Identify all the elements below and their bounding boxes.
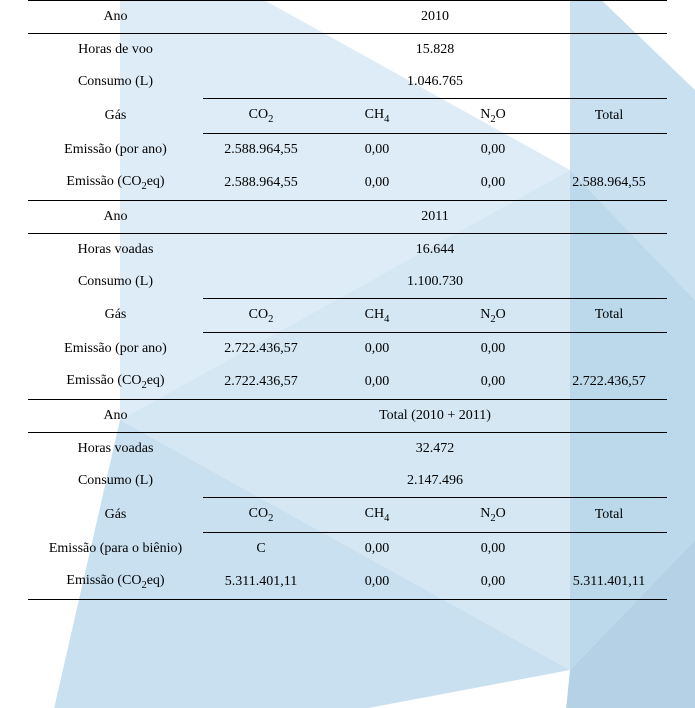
cell: 2.722.436,57: [551, 365, 667, 399]
col-total: Total: [551, 498, 667, 533]
label-emissao-eq: Emissão (CO2eq): [28, 365, 203, 399]
label-horas: Horas de voo: [28, 34, 203, 67]
row-emissao-eq: Emissão (CO2eq) 2.722.436,57 0,00 0,00 2…: [28, 365, 667, 399]
cell: 0,00: [319, 166, 435, 200]
col-total: Total: [551, 298, 667, 333]
label-gas: Gás: [28, 298, 203, 333]
label-ano: Ano: [28, 200, 203, 233]
cell: C: [203, 532, 319, 565]
value-consumo: 1.100.730: [203, 266, 667, 299]
emissions-table: Ano 2010 Horas de voo 15.828 Consumo (L)…: [28, 0, 667, 600]
label-emissao-eq: Emissão (CO2eq): [28, 565, 203, 599]
row-consumo: Consumo (L) 2.147.496: [28, 465, 667, 498]
row-emissao-ano: Emissão (por ano) 2.722.436,57 0,00 0,00: [28, 333, 667, 366]
row-horas: Horas voadas 32.472: [28, 433, 667, 466]
label-horas: Horas voadas: [28, 233, 203, 266]
row-gas-header: Gás CO2 CH4 N2O Total: [28, 99, 667, 134]
cell: 0,00: [435, 133, 551, 166]
col-ch4: CH4: [319, 298, 435, 333]
row-ano: Ano 2010: [28, 1, 667, 34]
value-horas: 16.644: [203, 233, 667, 266]
label-consumo: Consumo (L): [28, 465, 203, 498]
label-gas: Gás: [28, 99, 203, 134]
col-co2: CO2: [203, 498, 319, 533]
cell: 5.311.401,11: [203, 565, 319, 599]
label-emissao-eq: Emissão (CO2eq): [28, 166, 203, 200]
row-emissao-eq: Emissão (CO2eq) 5.311.401,11 0,00 0,00 5…: [28, 565, 667, 599]
row-emissao-bienio: Emissão (para o biênio) C 0,00 0,00: [28, 532, 667, 565]
cell: 0,00: [319, 333, 435, 366]
col-n2o: N2O: [435, 498, 551, 533]
cell: 2.588.964,55: [551, 166, 667, 200]
value-horas: 32.472: [203, 433, 667, 466]
cell: [551, 532, 667, 565]
label-emissao-bienio: Emissão (para o biênio): [28, 532, 203, 565]
cell: 0,00: [319, 133, 435, 166]
cell: 2.588.964,55: [203, 133, 319, 166]
col-total: Total: [551, 99, 667, 134]
row-horas: Horas de voo 15.828: [28, 34, 667, 67]
label-horas: Horas voadas: [28, 433, 203, 466]
cell: 0,00: [435, 565, 551, 599]
label-consumo: Consumo (L): [28, 266, 203, 299]
row-emissao-eq: Emissão (CO2eq) 2.588.964,55 0,00 0,00 2…: [28, 166, 667, 200]
cell: 0,00: [319, 565, 435, 599]
col-n2o: N2O: [435, 99, 551, 134]
row-gas-header: Gás CO2 CH4 N2O Total: [28, 498, 667, 533]
row-consumo: Consumo (L) 1.046.765: [28, 66, 667, 99]
value-ano: 2010: [203, 1, 667, 34]
row-consumo: Consumo (L) 1.100.730: [28, 266, 667, 299]
cell: 0,00: [435, 166, 551, 200]
cell: 0,00: [435, 333, 551, 366]
value-consumo: 2.147.496: [203, 465, 667, 498]
label-emissao-ano: Emissão (por ano): [28, 133, 203, 166]
row-gas-header: Gás CO2 CH4 N2O Total: [28, 298, 667, 333]
label-ano: Ano: [28, 1, 203, 34]
value-ano: Total (2010 + 2011): [203, 400, 667, 433]
label-gas: Gás: [28, 498, 203, 533]
cell: [551, 333, 667, 366]
col-n2o: N2O: [435, 298, 551, 333]
cell: 5.311.401,11: [551, 565, 667, 599]
row-emissao-ano: Emissão (por ano) 2.588.964,55 0,00 0,00: [28, 133, 667, 166]
col-co2: CO2: [203, 99, 319, 134]
cell: 2.722.436,57: [203, 365, 319, 399]
value-ano: 2011: [203, 200, 667, 233]
cell: 0,00: [319, 532, 435, 565]
label-emissao-ano: Emissão (por ano): [28, 333, 203, 366]
cell: 0,00: [435, 365, 551, 399]
row-ano: Ano 2011: [28, 200, 667, 233]
value-consumo: 1.046.765: [203, 66, 667, 99]
row-ano: Ano Total (2010 + 2011): [28, 400, 667, 433]
cell: 0,00: [319, 365, 435, 399]
col-ch4: CH4: [319, 99, 435, 134]
row-horas: Horas voadas 16.644: [28, 233, 667, 266]
col-co2: CO2: [203, 298, 319, 333]
col-ch4: CH4: [319, 498, 435, 533]
label-consumo: Consumo (L): [28, 66, 203, 99]
label-ano: Ano: [28, 400, 203, 433]
cell: 0,00: [435, 532, 551, 565]
cell: 2.588.964,55: [203, 166, 319, 200]
emissions-table-container: Ano 2010 Horas de voo 15.828 Consumo (L)…: [0, 0, 695, 610]
value-horas: 15.828: [203, 34, 667, 67]
cell: 2.722.436,57: [203, 333, 319, 366]
cell: [551, 133, 667, 166]
